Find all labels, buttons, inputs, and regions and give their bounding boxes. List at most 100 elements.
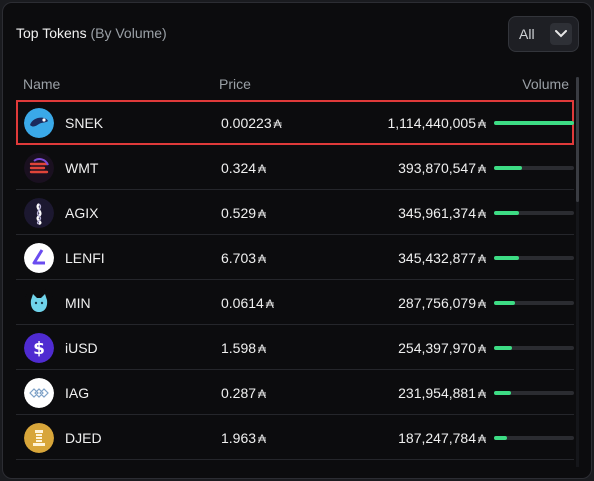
panel-title: Top Tokens xyxy=(16,25,87,41)
token-volume: 393,870,547 ₳ xyxy=(398,160,486,176)
ada-symbol: ₳ xyxy=(477,297,486,311)
ada-symbol: ₳ xyxy=(258,162,267,176)
token-volume-value: 393,870,547 xyxy=(398,160,476,176)
volume-bar xyxy=(494,211,574,215)
ada-symbol: ₳ xyxy=(258,252,267,266)
token-volume: 187,247,784 ₳ xyxy=(398,430,486,446)
token-price-value: 6.703 xyxy=(221,250,257,266)
ada-symbol: ₳ xyxy=(477,387,486,401)
token-name: IAG xyxy=(65,385,90,401)
volume-bar xyxy=(494,121,574,125)
token-volume: 1,114,440,005 ₳ xyxy=(387,115,486,131)
column-header-name[interactable]: Name xyxy=(23,76,61,92)
volume-bar-fill xyxy=(494,166,523,170)
token-row-wmt[interactable]: WMT 0.324 ₳ 393,870,547 ₳ xyxy=(16,145,574,190)
token-price: 1.598 ₳ xyxy=(221,340,266,356)
ada-symbol: ₳ xyxy=(477,432,486,446)
chevron-down-icon[interactable] xyxy=(550,23,572,45)
token-name: LENFI xyxy=(65,250,105,266)
agix-logo-icon xyxy=(24,198,54,228)
panel-subtitle: (By Volume) xyxy=(90,25,167,41)
snek-logo-icon xyxy=(24,108,54,138)
token-name: SNEK xyxy=(65,115,104,131)
djed-logo-icon xyxy=(24,423,54,453)
ada-symbol: ₳ xyxy=(258,207,267,221)
token-price-value: 0.324 xyxy=(221,160,257,176)
volume-bar xyxy=(494,391,574,395)
column-header-price[interactable]: Price xyxy=(219,76,251,92)
volume-bar xyxy=(494,166,574,170)
wmt-logo-icon xyxy=(24,153,54,183)
token-volume-value: 345,961,374 xyxy=(398,205,476,221)
ada-symbol: ₳ xyxy=(477,342,486,356)
volume-bar xyxy=(494,301,574,305)
token-volume-value: 1,114,440,005 xyxy=(387,115,476,131)
ada-symbol: ₳ xyxy=(477,252,486,266)
iag-logo-icon xyxy=(24,378,54,408)
volume-bar-fill xyxy=(494,121,574,125)
token-volume: 254,397,970 ₳ xyxy=(398,340,486,356)
volume-bar xyxy=(494,436,574,440)
ada-symbol: ₳ xyxy=(265,297,274,311)
token-price: 0.324 ₳ xyxy=(221,160,266,176)
token-volume-value: 231,954,881 xyxy=(398,385,476,401)
token-price-value: 0.529 xyxy=(221,205,257,221)
panel-header: Top Tokens (By Volume) xyxy=(16,25,167,41)
token-row-djed[interactable]: DJED 1.963 ₳ 187,247,784 ₳ xyxy=(16,415,574,460)
token-volume-value: 187,247,784 xyxy=(398,430,476,446)
token-price-value: 0.00223 xyxy=(221,115,272,131)
token-price: 0.529 ₳ xyxy=(221,205,266,221)
volume-bar-fill xyxy=(494,301,515,305)
token-price-value: 1.598 xyxy=(221,340,257,356)
token-row-iag[interactable]: IAG 0.287 ₳ 231,954,881 ₳ xyxy=(16,370,574,415)
scrollbar-track[interactable] xyxy=(576,77,579,467)
token-price: 0.287 ₳ xyxy=(221,385,266,401)
ada-symbol: ₳ xyxy=(258,387,267,401)
token-price: 6.703 ₳ xyxy=(221,250,266,266)
token-row-agix[interactable]: AGIX 0.529 ₳ 345,961,374 ₳ xyxy=(16,190,574,235)
ada-symbol: ₳ xyxy=(477,117,486,131)
token-table: SNEK 0.00223 ₳ 1,114,440,005 ₳ WMT 0.324 ₳ 393,8… xyxy=(16,100,574,460)
ada-symbol: ₳ xyxy=(258,432,267,446)
token-volume: 345,961,374 ₳ xyxy=(398,205,486,221)
token-row-iusd[interactable]: $ iUSD 1.598 ₳ 254,397,970 ₳ xyxy=(16,325,574,370)
ada-symbol: ₳ xyxy=(273,117,282,131)
token-volume: 231,954,881 ₳ xyxy=(398,385,486,401)
volume-bar-fill xyxy=(494,346,513,350)
token-name: WMT xyxy=(65,160,99,176)
token-name: iUSD xyxy=(65,340,98,356)
token-price-value: 0.287 xyxy=(221,385,257,401)
token-row-min[interactable]: MIN 0.0614 ₳ 287,756,079 ₳ xyxy=(16,280,574,325)
volume-bar-fill xyxy=(494,256,519,260)
token-volume-value: 254,397,970 xyxy=(398,340,476,356)
token-price-value: 1.963 xyxy=(221,430,257,446)
min-logo-icon xyxy=(24,288,54,318)
iusd-logo-icon: $ xyxy=(24,333,54,363)
token-row-snek[interactable]: SNEK 0.00223 ₳ 1,114,440,005 ₳ xyxy=(16,100,574,145)
svg-text:$: $ xyxy=(33,339,45,359)
volume-bar-fill xyxy=(494,211,519,215)
ada-symbol: ₳ xyxy=(477,207,486,221)
token-volume-value: 287,756,079 xyxy=(398,295,476,311)
ada-symbol: ₳ xyxy=(477,162,486,176)
scrollbar-thumb[interactable] xyxy=(576,77,579,202)
token-volume: 345,432,877 ₳ xyxy=(398,250,486,266)
column-header-volume[interactable]: Volume xyxy=(522,76,569,92)
token-price: 1.963 ₳ xyxy=(221,430,266,446)
token-volume-value: 345,432,877 xyxy=(398,250,476,266)
token-price-value: 0.0614 xyxy=(221,295,264,311)
filter-dropdown[interactable]: All xyxy=(508,16,579,52)
filter-selected-value: All xyxy=(519,26,535,42)
volume-bar xyxy=(494,346,574,350)
token-name: MIN xyxy=(65,295,91,311)
token-volume: 287,756,079 ₳ xyxy=(398,295,486,311)
volume-bar xyxy=(494,256,574,260)
volume-bar-fill xyxy=(494,391,511,395)
token-name: DJED xyxy=(65,430,102,446)
token-price: 0.0614 ₳ xyxy=(221,295,274,311)
token-row-lenfi[interactable]: LENFI 6.703 ₳ 345,432,877 ₳ xyxy=(16,235,574,280)
ada-symbol: ₳ xyxy=(258,342,267,356)
volume-bar-fill xyxy=(494,436,508,440)
token-name: AGIX xyxy=(65,205,99,221)
